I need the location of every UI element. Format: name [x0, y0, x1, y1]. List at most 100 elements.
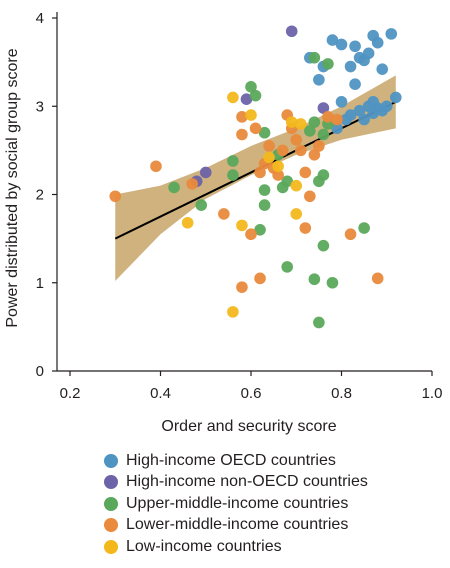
data-point-upper-middle-income-countries: [281, 261, 294, 273]
data-point-low-income-countries: [290, 208, 303, 220]
data-point-high-income-oecd-countries: [362, 47, 375, 60]
y-tick-label: 2: [36, 187, 44, 204]
data-point-lower-middle-income-countries: [308, 148, 321, 161]
data-point-upper-middle-income-countries: [326, 276, 339, 289]
data-point-high-income-oecd-countries: [367, 107, 379, 120]
legend-label: Lower-middle-income countries: [126, 516, 349, 534]
data-point-low-income-countries: [294, 118, 307, 130]
data-point-high-income-oecd-countries: [358, 113, 370, 126]
data-point-lower-middle-income-countries: [331, 113, 343, 126]
legend-swatch: [104, 496, 118, 511]
data-point-high-income-oecd-countries: [390, 91, 402, 104]
y-tick-label: 0: [36, 363, 44, 380]
data-point-high-income-oecd-countries: [326, 34, 339, 46]
data-point-upper-middle-income-countries: [249, 89, 262, 102]
legend-swatch: [104, 475, 118, 490]
data-point-lower-middle-income-countries: [272, 169, 284, 181]
data-point-upper-middle-income-countries: [313, 316, 325, 329]
legend-item: Low-income countries: [104, 536, 368, 558]
x-tick-label: 1.0: [422, 385, 443, 402]
x-axis-title: Order and security score: [161, 418, 336, 435]
data-point-lower-middle-income-countries: [218, 208, 230, 220]
data-point-upper-middle-income-countries: [317, 169, 330, 181]
data-point-upper-middle-income-countries: [304, 125, 316, 137]
x-tick-label: 0.8: [331, 385, 352, 402]
data-point-high-income-oecd-countries: [335, 38, 348, 51]
x-tick-label: 0.6: [241, 385, 262, 402]
data-point-high-income-non-oecd-countries: [317, 102, 330, 114]
data-point-high-income-non-oecd-countries: [199, 166, 212, 179]
data-point-low-income-countries: [181, 216, 194, 229]
data-point-upper-middle-income-countries: [317, 239, 330, 252]
data-point-lower-middle-income-countries: [263, 140, 275, 152]
data-point-low-income-countries: [285, 116, 298, 128]
data-point-low-income-countries: [227, 306, 239, 318]
data-point-lower-middle-income-countries: [249, 122, 262, 135]
data-point-upper-middle-income-countries: [227, 155, 239, 167]
legend-swatch: [104, 539, 118, 554]
data-point-upper-middle-income-countries: [258, 126, 271, 139]
data-point-lower-middle-income-countries: [313, 140, 325, 152]
data-point-upper-middle-income-countries: [281, 175, 294, 188]
legend: High-income OECD countries High-income no…: [104, 450, 368, 558]
data-point-high-income-non-oecd-countries: [240, 93, 253, 105]
legend-label: Upper-middle-income countries: [126, 494, 349, 512]
legend-swatch: [104, 518, 118, 533]
y-axis-title: Power distributed by social group score: [4, 48, 21, 327]
legend-label: Low-income countries: [126, 537, 282, 555]
data-point-lower-middle-income-countries: [109, 190, 122, 203]
data-point-low-income-countries: [290, 179, 303, 192]
legend-item: High-income OECD countries: [104, 450, 368, 472]
y-tick-label: 1: [36, 275, 44, 292]
data-point-upper-middle-income-countries: [258, 199, 271, 211]
data-point-lower-middle-income-countries: [254, 166, 266, 179]
legend-label: High-income OECD countries: [126, 451, 336, 469]
data-point-upper-middle-income-countries: [308, 116, 321, 128]
data-point-lower-middle-income-countries: [276, 144, 289, 157]
data-point-upper-middle-income-countries: [227, 169, 239, 181]
data-point-lower-middle-income-countries: [245, 228, 257, 241]
data-point-upper-middle-income-countries: [254, 224, 266, 236]
data-point-lower-middle-income-countries: [236, 281, 248, 293]
y-tick-label: 3: [36, 98, 44, 115]
data-point-upper-middle-income-countries: [317, 128, 330, 141]
data-point-high-income-non-oecd-countries: [285, 25, 298, 38]
data-point-lower-middle-income-countries: [290, 133, 303, 146]
data-point-lower-middle-income-countries: [186, 178, 198, 190]
data-point-upper-middle-income-countries: [258, 184, 271, 196]
data-point-lower-middle-income-countries: [236, 111, 248, 123]
data-point-lower-middle-income-countries: [344, 228, 357, 241]
data-point-upper-middle-income-countries: [168, 181, 180, 194]
legend-item: Lower-middle-income countries: [104, 515, 368, 537]
data-point-upper-middle-income-countries: [358, 222, 370, 234]
data-point-upper-middle-income-countries: [308, 273, 321, 286]
data-point-lower-middle-income-countries: [299, 222, 312, 234]
x-tick-label: 0.2: [60, 385, 81, 402]
data-point-upper-middle-income-countries: [245, 81, 257, 93]
data-point-high-income-oecd-countries: [331, 122, 343, 135]
legend-swatch: [104, 453, 118, 468]
confidence-band: [115, 75, 396, 281]
y-tick-label: 4: [36, 10, 44, 27]
data-point-lower-middle-income-countries: [236, 128, 248, 141]
data-point-lower-middle-income-countries: [371, 272, 384, 285]
data-point-high-income-oecd-countries: [344, 60, 357, 73]
data-point-high-income-oecd-countries: [349, 78, 361, 90]
data-point-low-income-countries: [272, 160, 284, 173]
data-point-low-income-countries: [227, 91, 239, 104]
data-point-high-income-oecd-countries: [313, 73, 325, 86]
data-point-high-income-oecd-countries: [371, 36, 384, 49]
data-point-upper-middle-income-countries: [322, 58, 334, 70]
scatter-chart: 0.2 0.4 0.6 0.8 1.0 0 1 2 3 4 Order and security …: [4, 10, 443, 435]
data-point-high-income-oecd-countries: [353, 104, 366, 117]
data-point-upper-middle-income-countries: [195, 199, 208, 211]
data-point-lower-middle-income-countries: [150, 160, 162, 173]
legend-label: High-income non-OECD countries: [126, 473, 368, 491]
legend-item: Upper-middle-income countries: [104, 493, 368, 515]
data-point-upper-middle-income-countries: [308, 51, 321, 64]
data-point-low-income-countries: [236, 219, 248, 232]
data-point-high-income-oecd-countries: [335, 96, 348, 108]
data-point-low-income-countries: [263, 151, 275, 164]
data-point-high-income-oecd-countries: [340, 113, 352, 126]
data-point-lower-middle-income-countries: [322, 111, 334, 123]
